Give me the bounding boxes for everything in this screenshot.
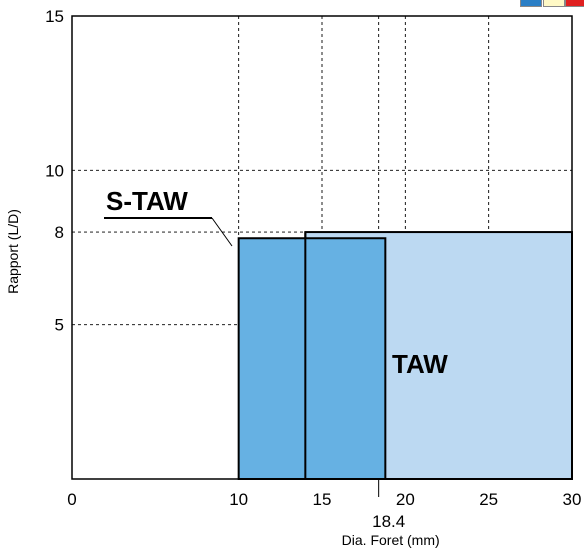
s-taw-leader-line: [211, 217, 233, 247]
legend-swatch: [543, 0, 565, 7]
x-tick-label: 15: [313, 490, 332, 509]
y-tick-label: 5: [55, 316, 64, 335]
s-taw-label: S-TAW: [106, 186, 188, 216]
x-axis-label: Dia. Foret (mm): [342, 532, 440, 548]
taw-label: TAW: [392, 349, 448, 379]
y-tick-label: 8: [55, 223, 64, 242]
s-taw-area: [237, 237, 387, 480]
legend-swatch: [520, 0, 542, 7]
x-tick-label: 30: [563, 490, 582, 509]
legend-swatch: [565, 0, 584, 7]
y-axis-label: Rapport (L/D): [5, 209, 21, 294]
x-tick-label: 0: [67, 490, 76, 509]
y-tick-label: 15: [45, 7, 64, 26]
x-tick-label: 20: [396, 490, 415, 509]
tick-labels: 0 10 15 20 25 30 18.4 5 8 10 15: [45, 7, 581, 531]
region-labels: S-TAW TAW: [104, 186, 448, 379]
y-tick-label: 10: [45, 161, 64, 180]
x-tick-label: 25: [479, 490, 498, 509]
x-extra-tick-label: 18.4: [372, 512, 405, 531]
plot-frame: [71, 15, 573, 480]
x-tick-label: 10: [229, 490, 248, 509]
